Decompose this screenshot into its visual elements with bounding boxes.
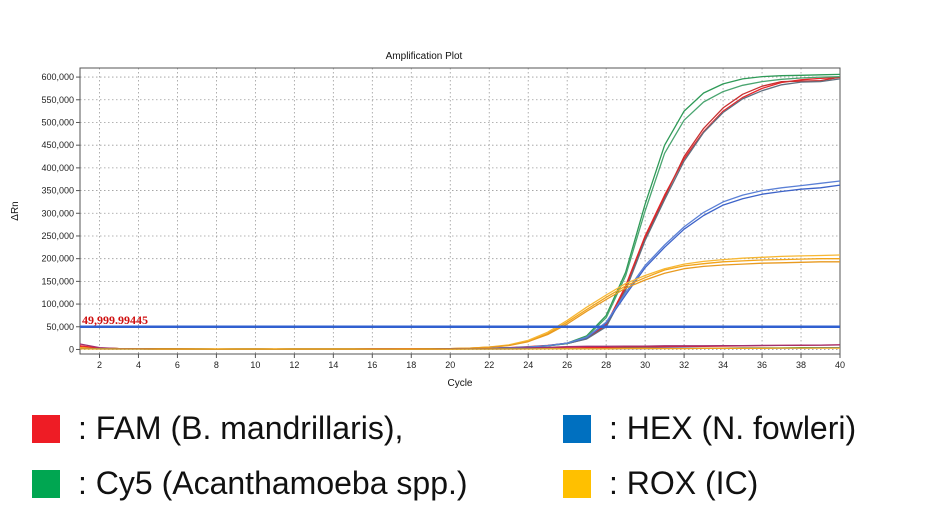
legend-item-cy5: : Cy5 (Acanthamoeba spp.) bbox=[32, 465, 468, 502]
threshold-label: 49,999.99445 bbox=[82, 313, 148, 327]
x-tick-label: 32 bbox=[679, 360, 689, 370]
amplification-plot: Amplification Plot 0 50,000 100,000 150,000… bbox=[10, 51, 845, 389]
x-axis-title: Cycle bbox=[447, 378, 472, 389]
y-tick-label: 450,000 bbox=[41, 140, 74, 150]
x-tick-label: 2 bbox=[97, 360, 102, 370]
series-line bbox=[79, 78, 841, 350]
y-tick-label: 200,000 bbox=[41, 254, 74, 264]
x-tick-label: 20 bbox=[445, 360, 455, 370]
x-tick-label: 6 bbox=[175, 360, 180, 370]
x-tick-label: 26 bbox=[562, 360, 572, 370]
x-tick-label: 4 bbox=[136, 360, 141, 370]
x-tick-label: 24 bbox=[523, 360, 533, 370]
legend-label-rox: : ROX (IC) bbox=[609, 465, 759, 501]
legend-item-rox: : ROX (IC) bbox=[563, 465, 758, 502]
x-tick-label: 14 bbox=[328, 360, 338, 370]
x-tick-label: 38 bbox=[796, 360, 806, 370]
y-tick-label: 300,000 bbox=[41, 208, 74, 218]
x-tick-label: 10 bbox=[250, 360, 260, 370]
y-tick-label: 500,000 bbox=[41, 117, 74, 127]
cy5-swatch bbox=[32, 469, 60, 498]
y-tick-label: 150,000 bbox=[41, 276, 74, 286]
x-tick-label: 34 bbox=[718, 360, 728, 370]
plot-frame bbox=[79, 67, 841, 355]
x-tick-label: 36 bbox=[757, 360, 767, 370]
series-line bbox=[79, 254, 841, 350]
series-line bbox=[79, 184, 841, 350]
y-tick-label: 250,000 bbox=[41, 231, 74, 241]
y-tick-label: 350,000 bbox=[41, 186, 74, 196]
legend-label-fam: : FAM (B. mandrillaris), bbox=[78, 410, 404, 446]
series-line bbox=[79, 73, 841, 350]
fam-swatch bbox=[32, 414, 60, 443]
y-tick-label: 100,000 bbox=[41, 299, 74, 309]
rox-swatch bbox=[563, 469, 591, 498]
series-line bbox=[79, 347, 840, 350]
y-tick-label: 550,000 bbox=[41, 95, 74, 105]
series-line bbox=[79, 261, 840, 350]
x-tick-label: 22 bbox=[484, 360, 494, 370]
legend-label-cy5: : Cy5 (Acanthamoeba spp.) bbox=[78, 465, 468, 501]
y-tick-label: 50,000 bbox=[46, 322, 74, 332]
x-tick-label: 30 bbox=[640, 360, 650, 370]
chart-title: Amplification Plot bbox=[386, 51, 463, 62]
y-tick-label: 400,000 bbox=[41, 163, 74, 173]
x-tick-label: 40 bbox=[835, 360, 845, 370]
legend-item-fam: : FAM (B. mandrillaris), bbox=[32, 410, 403, 447]
y-tick-label: 0 bbox=[69, 344, 74, 354]
hex-swatch bbox=[563, 414, 591, 443]
x-tick-label: 12 bbox=[289, 360, 299, 370]
x-tick-label: 16 bbox=[367, 360, 377, 370]
legend-label-hex: : HEX (N. fowleri) bbox=[609, 410, 857, 446]
legend-item-hex: : HEX (N. fowleri) bbox=[563, 410, 856, 447]
x-tick-label: 28 bbox=[601, 360, 611, 370]
y-tick-label: 600,000 bbox=[41, 72, 74, 82]
x-tick-label: 8 bbox=[214, 360, 219, 370]
y-axis-title: ΔRn bbox=[10, 201, 21, 220]
x-tick-label: 18 bbox=[406, 360, 416, 370]
